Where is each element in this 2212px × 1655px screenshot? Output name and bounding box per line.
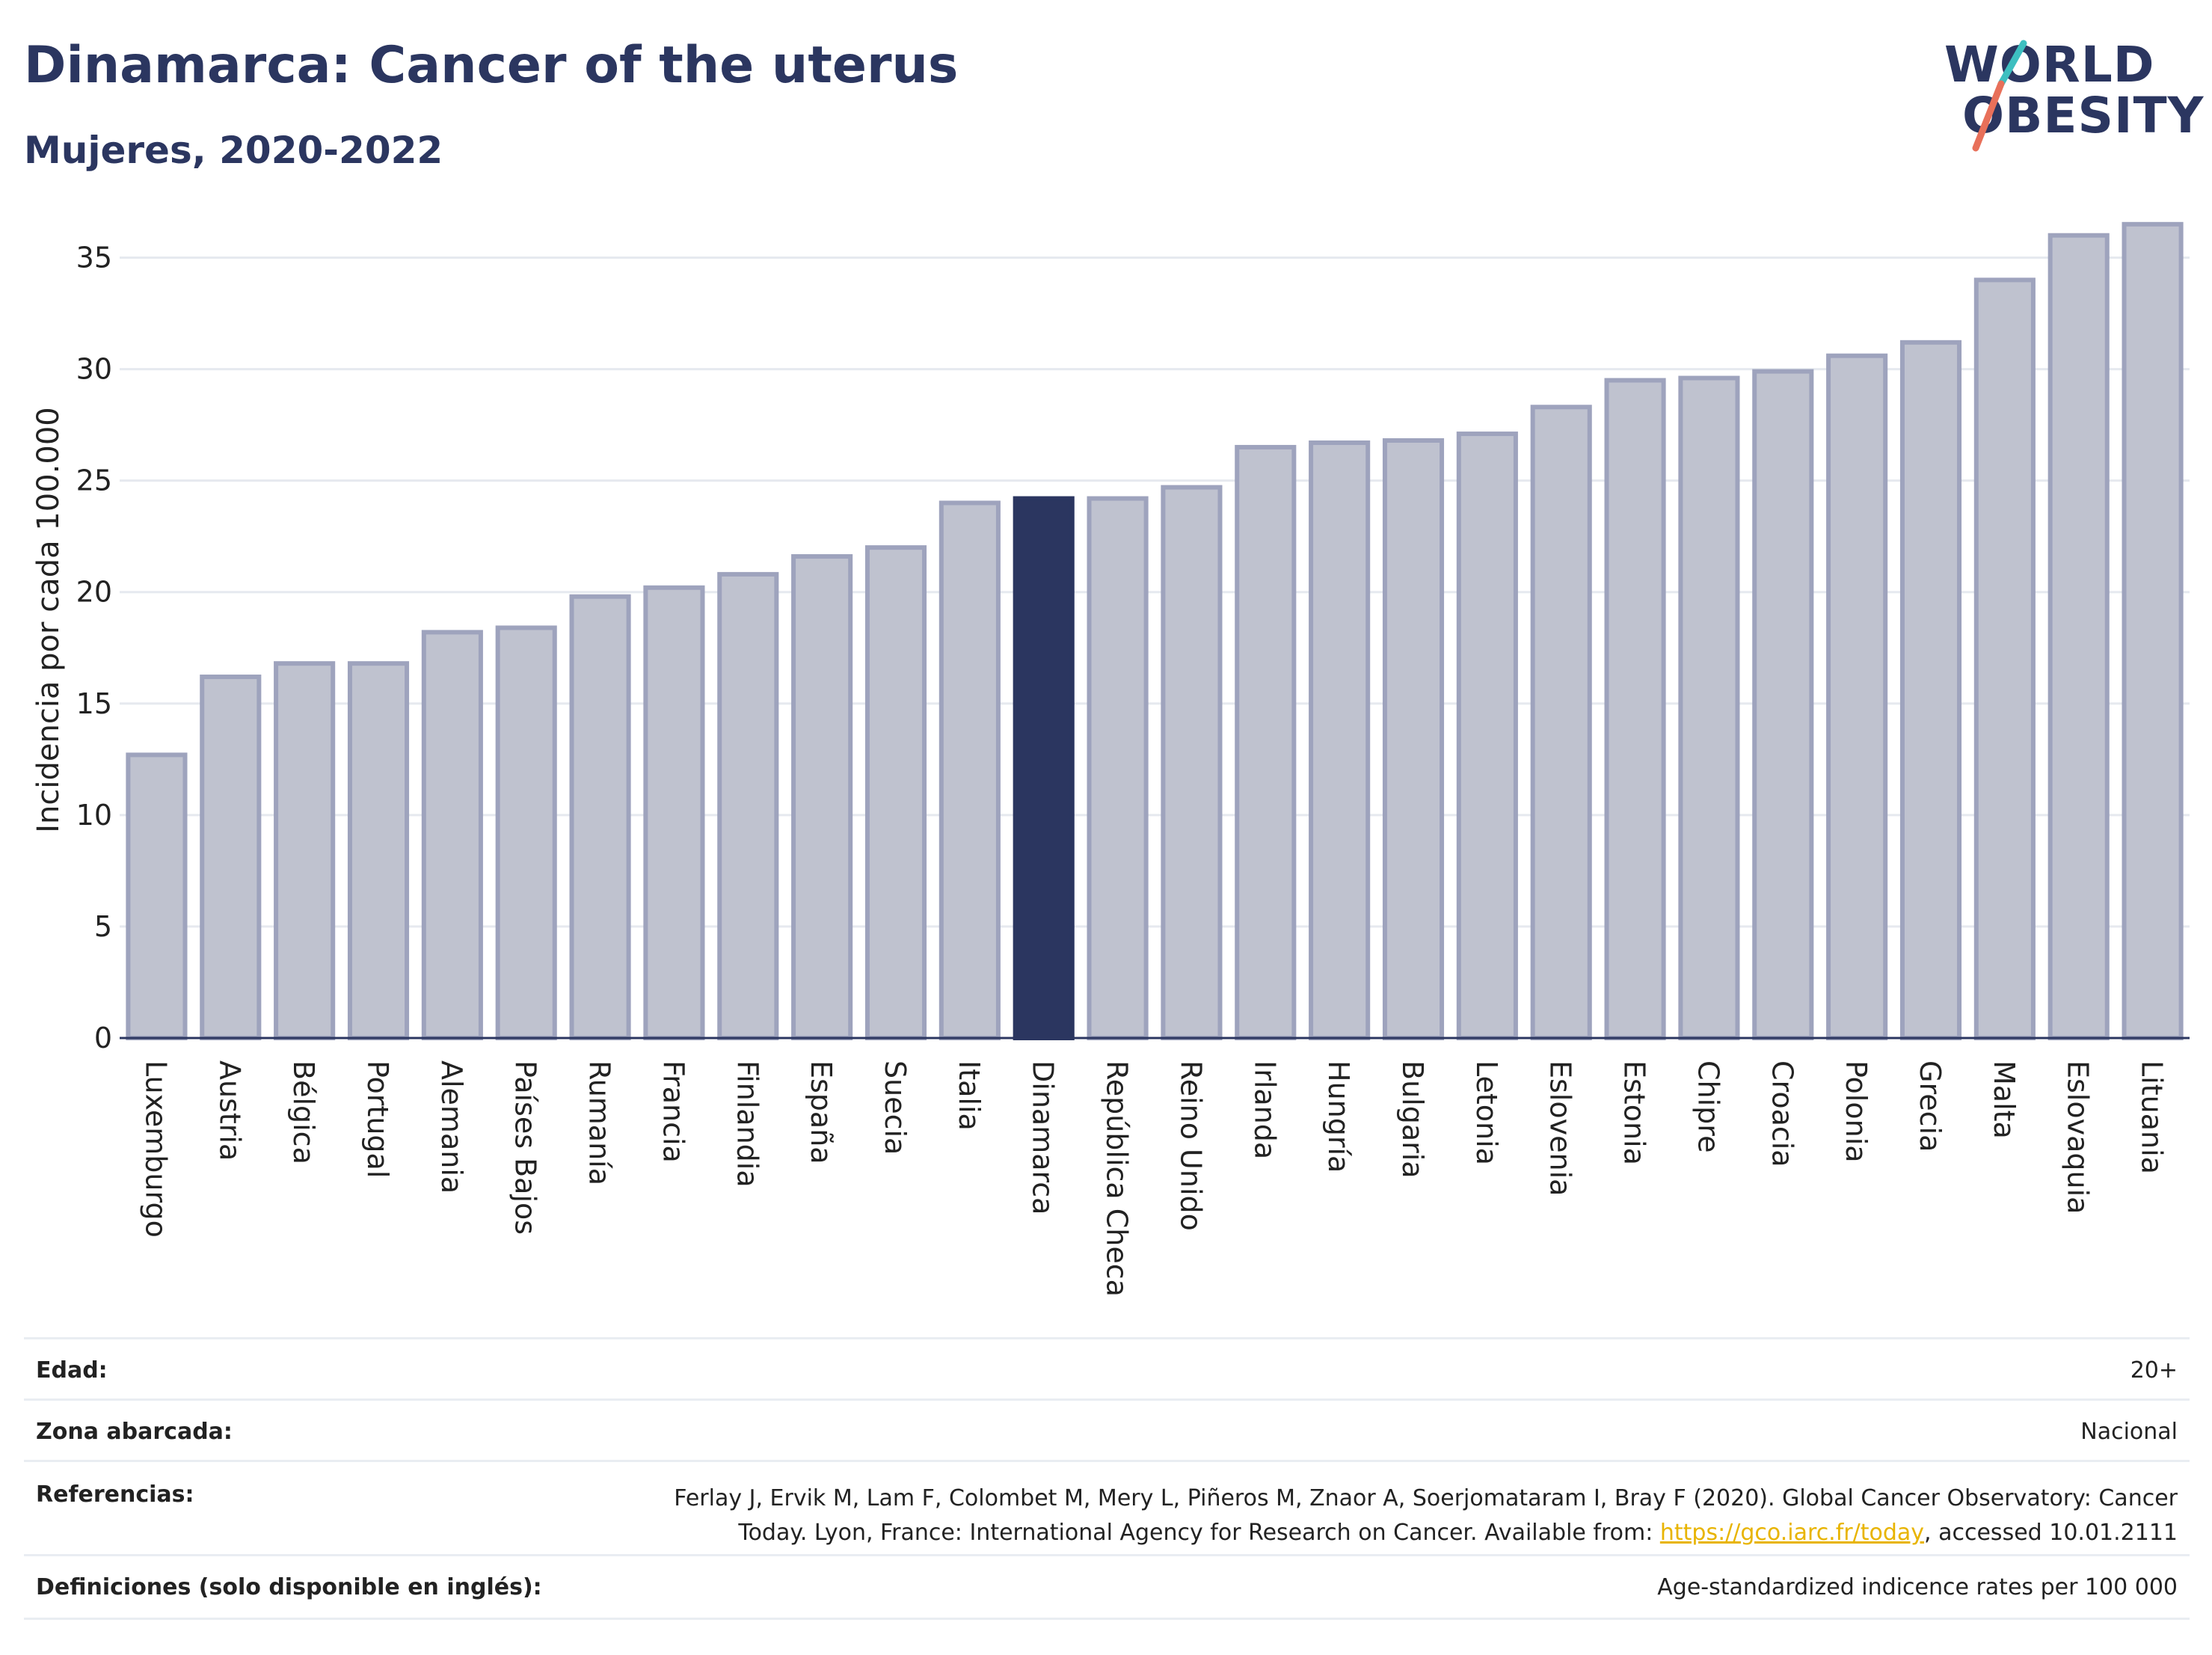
- x-tick-label: Reino Unido: [1174, 1060, 1207, 1231]
- y-tick-label: 20: [76, 576, 112, 609]
- x-tick-label: Dinamarca: [1027, 1060, 1060, 1215]
- x-tick-label: Grecia: [1914, 1060, 1947, 1152]
- x-tick-label: España: [805, 1060, 838, 1164]
- x-tick-label: Rumanía: [583, 1060, 616, 1185]
- x-tick-label: Luxemburgo: [139, 1060, 172, 1238]
- x-tick-label: Lituania: [2136, 1060, 2169, 1174]
- bar: [1161, 485, 1223, 1040]
- meta-row-zone: Zona abarcada: Nacional: [24, 1398, 2190, 1462]
- x-tick-label: Chipre: [1692, 1060, 1724, 1152]
- x-tick-label: Croacia: [1766, 1060, 1798, 1167]
- x-tick-label: Austria: [213, 1060, 246, 1161]
- x-tick-label: Hungría: [1322, 1060, 1355, 1173]
- y-tick-label: 15: [76, 687, 112, 720]
- y-axis-label: Incidencia por cada 100.000: [31, 407, 66, 833]
- bar: [200, 675, 262, 1040]
- bar: [1826, 353, 1888, 1041]
- bar: [1530, 405, 1592, 1040]
- bar-chart: 0 5 10 15 20 25 30 35 Incidencia por cada 100.00…: [31, 221, 2190, 1297]
- meta-row-age: Edad: 20+: [24, 1337, 2190, 1401]
- references-line-2: Today. Lyon, France: International Agenc…: [674, 1516, 2178, 1550]
- x-tick-label: Italia: [953, 1060, 986, 1131]
- chart-subtitle: Mujeres, 2020-2022: [24, 129, 443, 172]
- x-tick-label: Bélgica: [287, 1060, 320, 1164]
- definitions-label: Definiciones (solo disponible en inglés)…: [36, 1574, 542, 1600]
- bar: [1899, 340, 1962, 1041]
- bar: [643, 585, 705, 1040]
- bar: [274, 661, 336, 1040]
- bar: [2047, 233, 2110, 1041]
- chart-title: Dinamarca: Cancer of the uterus: [24, 36, 959, 95]
- world-obesity-logo: WORLD OBESITY: [1943, 30, 2203, 157]
- bar: [1087, 496, 1149, 1040]
- x-tick-label: Letonia: [1470, 1060, 1503, 1165]
- x-tick-label: Países Bajos: [509, 1060, 542, 1235]
- references-line-2-text: Today. Lyon, France: International Agenc…: [738, 1520, 1660, 1546]
- y-tick-label: 30: [76, 353, 112, 386]
- x-tick-label: Alemania: [435, 1060, 468, 1194]
- definitions-value: Age-standardized indicence rates per 100…: [1657, 1574, 2178, 1600]
- meta-row-definitions: Definiciones (solo disponible en inglés)…: [24, 1554, 2190, 1620]
- bar: [1382, 438, 1445, 1040]
- bar: [2122, 221, 2184, 1040]
- meta-row-references: Referencias: Ferlay J, Ervik M, Lam F, C…: [24, 1460, 2190, 1556]
- age-label: Edad:: [36, 1357, 108, 1384]
- x-tick-label: Bulgaria: [1396, 1060, 1429, 1179]
- bar: [864, 545, 927, 1040]
- references-line-1: Ferlay J, Ervik M, Lam F, Colombet M, Me…: [674, 1485, 2178, 1511]
- bar: [1013, 496, 1075, 1040]
- y-tick-label: 25: [76, 464, 112, 497]
- bar: [569, 594, 631, 1040]
- logo-text-world: WORLD: [1944, 36, 2155, 93]
- zone-label: Zona abarcada:: [36, 1419, 233, 1445]
- bar: [1456, 432, 1518, 1040]
- x-tick-label: Polonia: [1840, 1060, 1872, 1163]
- bar: [1678, 375, 1740, 1040]
- bar: [791, 554, 853, 1041]
- y-tick-label: 5: [94, 910, 112, 943]
- bar: [1309, 440, 1371, 1040]
- x-tick-label: Malta: [1988, 1060, 2021, 1139]
- bar: [347, 661, 410, 1040]
- metadata-table: Edad: 20+ Zona abarcada: Nacional Refere…: [24, 1337, 2190, 1621]
- x-tick-label: Portugal: [361, 1060, 394, 1178]
- x-tick-label: Irlanda: [1248, 1060, 1281, 1159]
- x-tick-label: Estonia: [1618, 1060, 1651, 1165]
- bar: [421, 630, 483, 1040]
- x-tick-label: Eslovaquia: [2062, 1060, 2095, 1214]
- bar: [495, 625, 557, 1040]
- x-tick-label: Francia: [657, 1060, 689, 1163]
- bar: [1973, 277, 2036, 1040]
- bar: [1604, 378, 1666, 1041]
- bar: [1752, 369, 1814, 1040]
- bar: [1235, 444, 1297, 1040]
- references-link[interactable]: https://gco.iarc.fr/today: [1659, 1520, 1925, 1546]
- logo-text-obesity: OBESITY: [1962, 87, 2205, 144]
- bar: [938, 500, 1001, 1041]
- x-tick-label: Suecia: [879, 1060, 912, 1155]
- zone-value: Nacional: [2080, 1419, 2178, 1445]
- references-label: Referencias:: [36, 1481, 194, 1508]
- bar: [126, 752, 188, 1040]
- references-value: Ferlay J, Ervik M, Lam F, Colombet M, Me…: [674, 1481, 2178, 1550]
- logo-slash-icon: [1972, 40, 2027, 152]
- x-tick-label: Eslovenia: [1544, 1060, 1577, 1196]
- y-tick-label: 35: [76, 242, 112, 274]
- y-tick-label: 10: [76, 799, 112, 832]
- x-tick-label: Finlandia: [731, 1060, 764, 1188]
- bar: [717, 571, 779, 1040]
- age-value: 20+: [2130, 1357, 2178, 1384]
- x-tick-label: República Checa: [1101, 1060, 1134, 1297]
- y-tick-label: 0: [94, 1022, 112, 1054]
- references-accessed-text: , accessed 10.01.2111: [1924, 1520, 2178, 1546]
